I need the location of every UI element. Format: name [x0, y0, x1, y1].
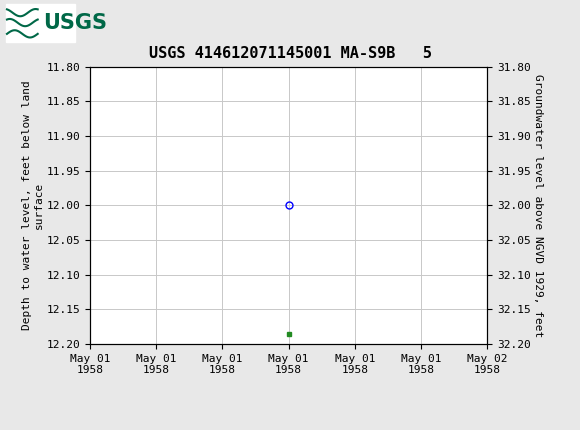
Text: USGS: USGS	[44, 12, 107, 33]
Y-axis label: Depth to water level, feet below land
surface: Depth to water level, feet below land su…	[22, 80, 44, 330]
Y-axis label: Groundwater level above NGVD 1929, feet: Groundwater level above NGVD 1929, feet	[534, 74, 543, 337]
Bar	[6, 3, 75, 42]
Text: USGS 414612071145001 MA-S9B   5: USGS 414612071145001 MA-S9B 5	[148, 46, 432, 61]
